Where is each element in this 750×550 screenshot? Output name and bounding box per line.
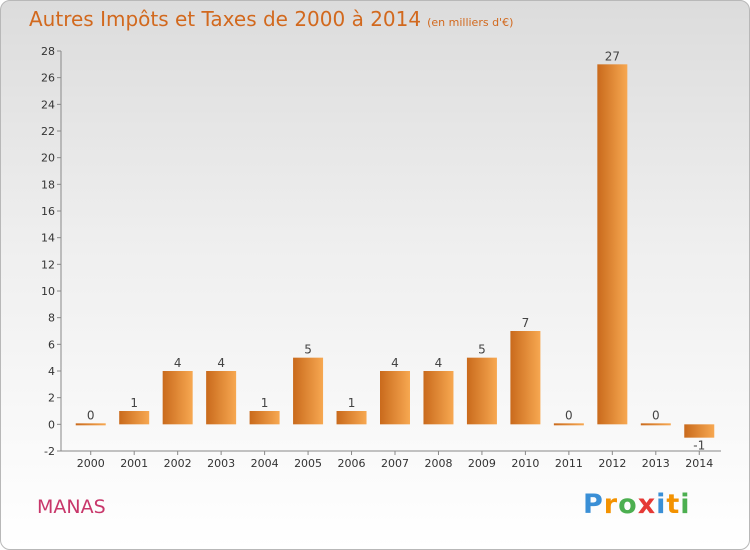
logo-letter: i [656, 489, 667, 520]
bar-value-label: -1 [693, 439, 705, 453]
x-tick-label: 2004 [251, 457, 279, 470]
bar-value-label: 0 [652, 408, 660, 422]
y-tick-label: 24 [41, 98, 55, 111]
bar-value-label: 1 [261, 396, 269, 410]
bar [162, 371, 193, 425]
bar [336, 411, 367, 425]
x-tick-label: 2014 [685, 457, 713, 470]
logo-letter: r [603, 489, 619, 520]
y-tick-label: 0 [48, 418, 55, 431]
proxiti-logo[interactable]: Proxiti [583, 489, 691, 520]
bar [684, 424, 715, 438]
x-tick-label: 2003 [207, 457, 235, 470]
x-tick-label: 2001 [120, 457, 148, 470]
y-tick-label: 12 [41, 258, 55, 271]
bar-value-label: 27 [605, 49, 620, 63]
logo-letter: x [637, 489, 657, 520]
x-tick-label: 2006 [338, 457, 366, 470]
bar-value-label: 7 [522, 316, 530, 330]
bar-value-label: 4 [174, 356, 182, 370]
bar [466, 357, 497, 425]
y-tick-label: 4 [48, 365, 55, 378]
y-tick-label: 20 [41, 152, 55, 165]
bar-value-label: 1 [348, 396, 356, 410]
bar-value-label: 4 [217, 356, 225, 370]
bar-value-label: 4 [435, 356, 443, 370]
bar-value-label: 5 [304, 343, 312, 357]
x-tick-label: 2007 [381, 457, 409, 470]
x-tick-label: 2008 [424, 457, 452, 470]
chart-title-block: Autres Impôts et Taxes de 2000 à 2014 (en… [29, 7, 513, 31]
y-tick-label: 2 [48, 392, 55, 405]
bar [597, 64, 628, 425]
logo-letter: P [583, 489, 604, 520]
bar [75, 423, 106, 426]
bar [293, 357, 324, 425]
y-tick-label: 22 [41, 125, 55, 138]
x-tick-label: 2002 [164, 457, 192, 470]
bar [119, 411, 150, 425]
bar-value-label: 1 [130, 396, 138, 410]
x-tick-label: 2012 [598, 457, 626, 470]
chart-title: Autres Impôts et Taxes de 2000 à 2014 [29, 7, 422, 31]
bar-value-label: 0 [565, 408, 573, 422]
bar [249, 411, 280, 425]
bar [423, 371, 454, 425]
bar [380, 371, 410, 425]
chart-subtitle: (en milliers d'€) [427, 16, 514, 29]
bar [510, 331, 541, 425]
bar [640, 423, 671, 426]
bar-value-label: 0 [87, 408, 95, 422]
bar-value-label: 4 [391, 356, 399, 370]
x-tick-label: 2013 [642, 457, 670, 470]
x-tick-label: 2011 [555, 457, 583, 470]
y-tick-label: 14 [41, 232, 55, 245]
logo-letter: o [618, 489, 638, 520]
y-tick-label: 28 [41, 45, 55, 58]
y-tick-label: 6 [48, 338, 55, 351]
y-tick-label: -2 [44, 445, 55, 458]
bar [553, 423, 584, 426]
logo-letter: t [666, 489, 681, 520]
logo-letter: i [680, 489, 691, 520]
x-tick-label: 2000 [77, 457, 105, 470]
y-tick-label: 16 [41, 205, 55, 218]
y-tick-label: 10 [41, 285, 55, 298]
y-tick-label: 8 [48, 312, 55, 325]
commune-name: MANAS [37, 496, 106, 518]
x-tick-label: 2010 [511, 457, 539, 470]
bar-value-label: 5 [478, 343, 486, 357]
bar [206, 371, 237, 425]
y-tick-label: 26 [41, 72, 55, 85]
y-tick-label: 18 [41, 178, 55, 191]
x-tick-label: 2009 [468, 457, 496, 470]
x-tick-label: 2005 [294, 457, 322, 470]
